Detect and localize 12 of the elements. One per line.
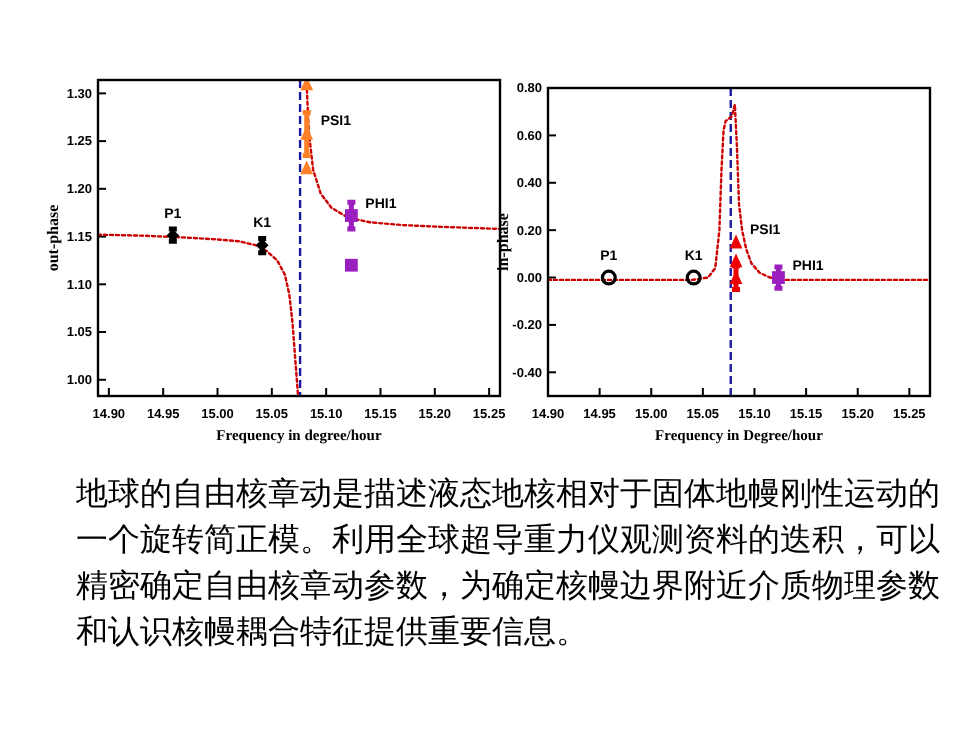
point: [300, 160, 314, 175]
point: [685, 269, 702, 286]
y-axis-title: out-phase: [44, 203, 62, 272]
point: [772, 271, 785, 284]
line-series: [98, 233, 300, 396]
point: [300, 80, 314, 91]
point: [344, 209, 358, 222]
point: [600, 269, 617, 286]
text: 地球的自由核章动是描述液态地核相对于固体地幔刚性运动的一个旋转简正模。利用全球超导重力仪观测资料的迭积，可以精密确定自由核章动参数，为确定核幔边界附近介质物理参数和认识核幔耦合特征提供重要信息。: [76, 472, 942, 654]
point: [344, 258, 358, 272]
y-axis-title: in-phase: [494, 212, 512, 271]
point: [729, 234, 743, 249]
